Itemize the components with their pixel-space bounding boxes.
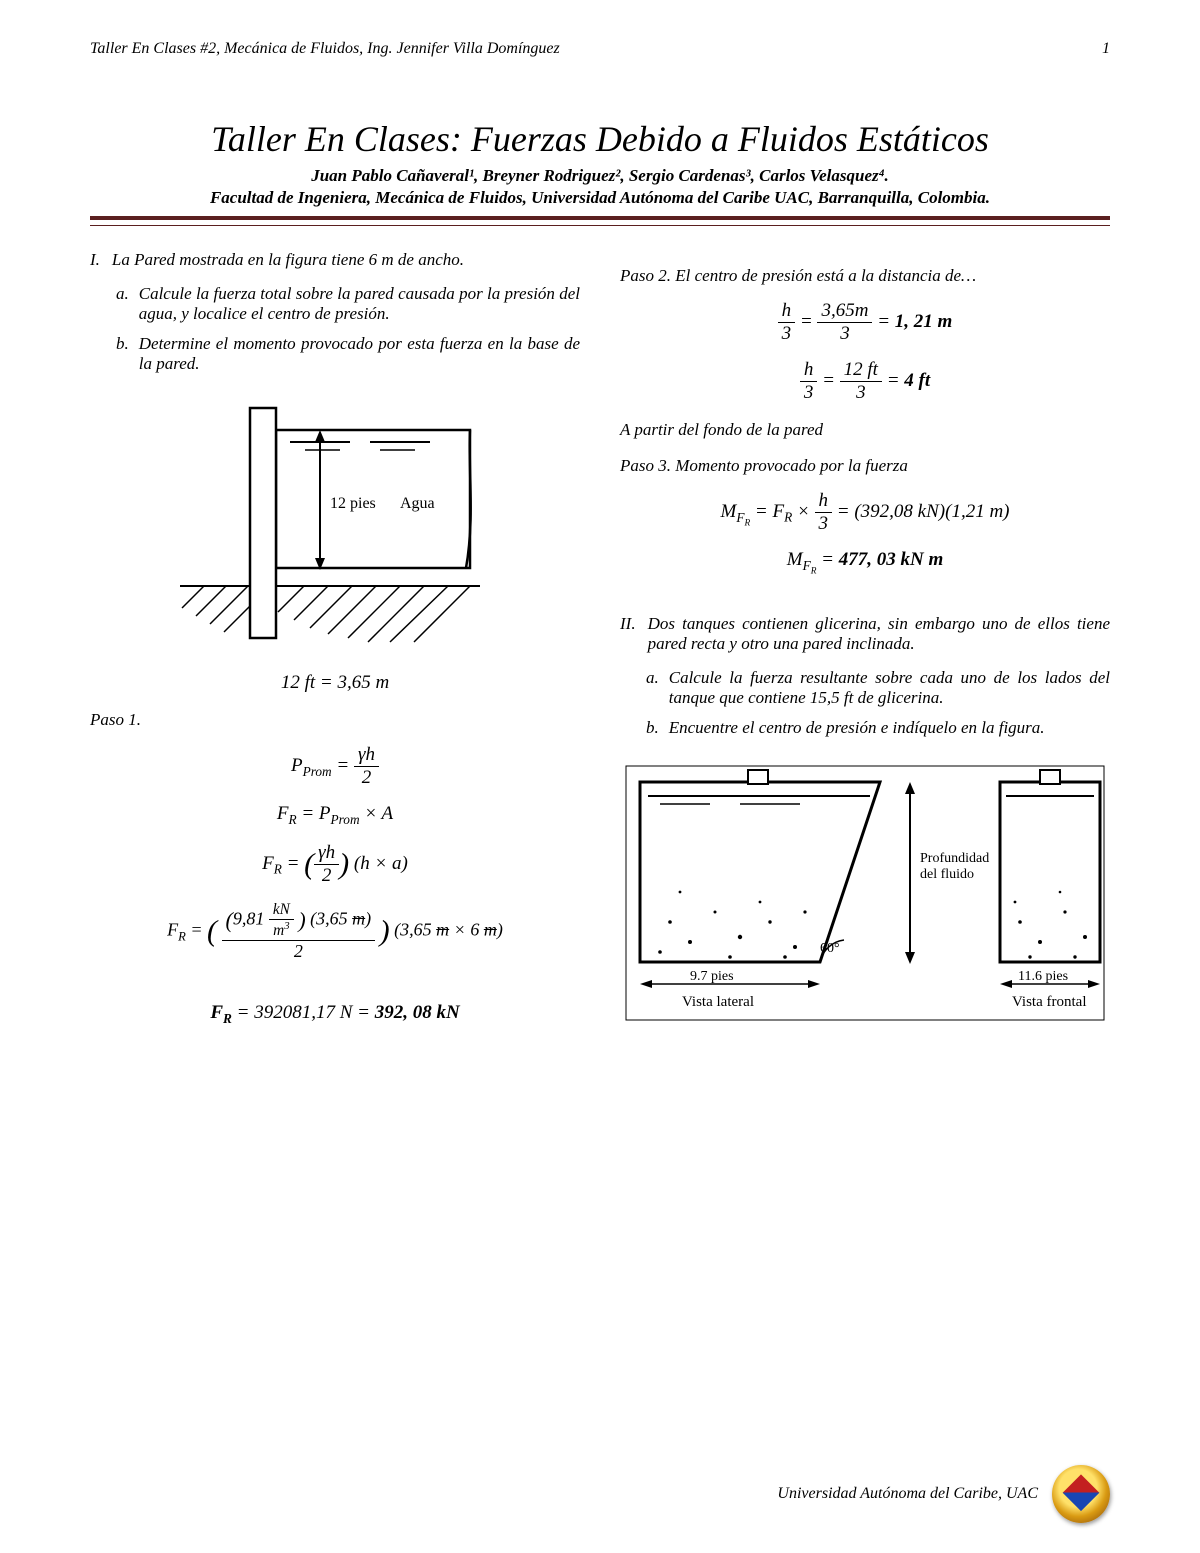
paso2-heading: Paso 2. El centro de presión está a la d…: [620, 266, 1110, 286]
svg-text:60°: 60°: [820, 941, 840, 956]
problem-2b: b. Encuentre el centro de presión e indí…: [646, 718, 1110, 738]
eq-moment: MFR = FR × h3 = (392,08 kN)(1,21 m): [620, 490, 1110, 535]
sub-text: Determine el momento provocado por esta …: [139, 334, 580, 374]
eq-fr-a: FR = PProm × A: [90, 803, 580, 828]
sub-text: Encuentre el centro de presión e indíque…: [669, 718, 1110, 738]
paso1-heading: Paso 1.: [90, 710, 580, 730]
svg-text:del fluido: del fluido: [920, 867, 974, 882]
svg-text:9.7 pies: 9.7 pies: [690, 969, 734, 984]
eq-moment-result: MFR = 477, 03 kN m: [620, 549, 1110, 576]
paso3-heading: Paso 3. Momento provocado por la fuerza: [620, 456, 1110, 476]
sub-letter: a.: [646, 668, 659, 708]
problem-text: Dos tanques contienen glicerina, sin emb…: [648, 614, 1110, 654]
svg-text:Vista lateral: Vista lateral: [682, 994, 754, 1010]
page: Taller En Clases #2, Mecánica de Fluidos…: [0, 0, 1200, 1553]
problem-text: La Pared mostrada en la figura tiene 6 m…: [112, 250, 580, 270]
affiliation-line: Facultad de Ingeniera, Mecánica de Fluid…: [90, 188, 1110, 208]
figure-wall: 12 pies Agua: [90, 398, 580, 658]
sub-letter: a.: [116, 284, 129, 324]
eq-pprom: PProm = γh2: [90, 744, 580, 789]
eq-conversion: 12 ft = 3,65 m: [90, 672, 580, 694]
eq-fr-numeric: FR = ( (9,81 kNm3 ) (3,65 m) 2 ) (3,65 m…: [90, 901, 580, 962]
svg-text:Profundidad: Profundidad: [920, 851, 989, 866]
two-column-layout: I. La Pared mostrada en la figura tiene …: [90, 250, 1110, 1052]
title-rule: [90, 216, 1110, 226]
sub-letter: b.: [646, 718, 659, 738]
footer-text: Universidad Autónoma del Caribe, UAC: [777, 1485, 1038, 1503]
problem-number: I.: [90, 250, 100, 270]
header-page-number: 1: [1102, 40, 1110, 58]
right-column: Paso 2. El centro de presión está a la d…: [620, 250, 1110, 1052]
sub-letter: b.: [116, 334, 129, 374]
sub-text: Calcule la fuerza resultante sobre cada …: [669, 668, 1110, 708]
moment-result-value: 477, 03 kN m: [839, 549, 944, 570]
fr-result-text: = 392081,17 N = 392, 08 kN: [237, 1002, 460, 1023]
document-title: Taller En Clases: Fuerzas Debido a Fluid…: [90, 118, 1110, 160]
tanks-diagram-icon: 60° Profundidad del fluido: [620, 762, 1110, 1042]
running-header: Taller En Clases #2, Mecánica de Fluidos…: [90, 40, 1110, 58]
svg-text:11.6 pies: 11.6 pies: [1018, 969, 1068, 984]
svg-text:Vista frontal: Vista frontal: [1012, 994, 1087, 1010]
problem-2a: a. Calcule la fuerza resultante sobre ca…: [646, 668, 1110, 708]
cp-note: A partir del fondo de la pared: [620, 420, 1110, 440]
page-footer: Universidad Autónoma del Caribe, UAC: [777, 1465, 1110, 1523]
eq-cp2: h3 = 12 ft3 = 4 ft: [620, 359, 1110, 404]
problem-1b: b. Determine el momento provocado por es…: [116, 334, 580, 374]
sub-text: Calcule la fuerza total sobre la pared c…: [139, 284, 580, 324]
problem-number: II.: [620, 614, 636, 654]
university-logo-icon: [1052, 1465, 1110, 1523]
fig1-fluid-label: Agua: [400, 495, 435, 512]
eq-cp1: h3 = 3,65m3 = 1, 21 m: [620, 300, 1110, 345]
fig1-height-label: 12 pies: [330, 495, 376, 512]
eq-fr-result: FR = 392081,17 N = 392, 08 kN: [90, 1002, 580, 1027]
left-column: I. La Pared mostrada en la figura tiene …: [90, 250, 580, 1052]
authors-line: Juan Pablo Cañaveral¹, Breyner Rodriguez…: [90, 166, 1110, 186]
wall-diagram-icon: 12 pies Agua: [170, 398, 500, 658]
eq-fr-expand: FR = (γh2) (h × a): [90, 842, 580, 887]
figure-tanks: 60° Profundidad del fluido: [620, 762, 1110, 1042]
problem-1a: a. Calcule la fuerza total sobre la pare…: [116, 284, 580, 324]
problem-2: II. Dos tanques contienen glicerina, sin…: [620, 614, 1110, 654]
problem-1: I. La Pared mostrada en la figura tiene …: [90, 250, 580, 270]
header-left: Taller En Clases #2, Mecánica de Fluidos…: [90, 40, 560, 58]
